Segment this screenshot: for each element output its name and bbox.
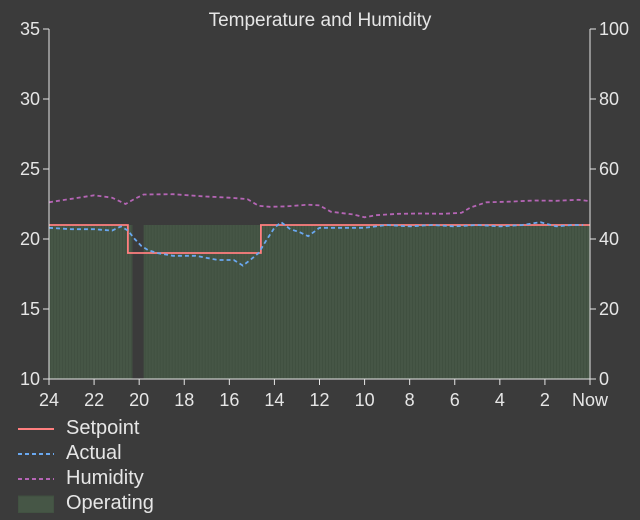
y-right-tick-label: 40 — [599, 229, 619, 249]
setpoint-swatch-icon — [18, 420, 54, 438]
legend: Setpoint Actual Humidity Operating — [18, 416, 318, 516]
y-left-tick-label: 25 — [20, 159, 40, 179]
series-line-actual — [48, 221, 584, 267]
chart-area: Temperature and Humidity 10 15 20 25 30 35 0 20… — [20, 10, 629, 410]
x-tick-label: 6 — [450, 390, 460, 410]
x-tick-label: 18 — [174, 390, 194, 410]
operating-bars — [49, 225, 590, 379]
x-tick-label: 2 — [540, 390, 550, 410]
y-right-tick-label: 60 — [599, 159, 619, 179]
y-left-tick-label: 30 — [20, 89, 40, 109]
x-tick-label: 22 — [84, 390, 104, 410]
x-tick-label: 16 — [219, 390, 239, 410]
humidity-swatch-icon — [18, 470, 54, 488]
y-right-tick-label: 80 — [599, 89, 619, 109]
series-line-humidity — [48, 193, 591, 219]
x-tick-label: 10 — [355, 390, 375, 410]
legend-label-operating: Operating — [66, 492, 154, 514]
legend-item-operating: Operating — [18, 491, 318, 516]
x-tick-label: 12 — [309, 390, 329, 410]
y-right-tick-label: 0 — [599, 369, 609, 389]
legend-item-actual: Actual — [18, 441, 318, 466]
y-right-tick-label: 100 — [599, 19, 629, 39]
chart-title: Temperature and Humidity — [209, 10, 432, 31]
legend-label-setpoint: Setpoint — [66, 417, 140, 439]
y-left-tick-label: 35 — [20, 19, 40, 39]
x-tick-label: 4 — [495, 390, 505, 410]
legend-label-actual: Actual — [66, 442, 122, 464]
legend-item-setpoint: Setpoint — [18, 416, 318, 441]
y-left-tick-label: 15 — [20, 299, 40, 319]
actual-swatch-icon — [18, 445, 54, 463]
x-tick-label: 14 — [264, 390, 284, 410]
x-tick-label: 20 — [129, 390, 149, 410]
operating-swatch-icon — [18, 495, 54, 513]
y-left-tick-label: 10 — [20, 369, 40, 389]
legend-label-humidity: Humidity — [66, 467, 144, 489]
x-tick-label: Now — [572, 390, 609, 410]
x-tick-label: 8 — [405, 390, 415, 410]
x-tick-label: 24 — [39, 390, 59, 410]
y-left-tick-label: 20 — [20, 229, 40, 249]
series-line-setpoint — [49, 224, 590, 254]
operating-bar — [49, 225, 133, 379]
series-lines — [48, 193, 591, 267]
legend-item-humidity: Humidity — [18, 466, 318, 491]
y-right-tick-label: 20 — [599, 299, 619, 319]
